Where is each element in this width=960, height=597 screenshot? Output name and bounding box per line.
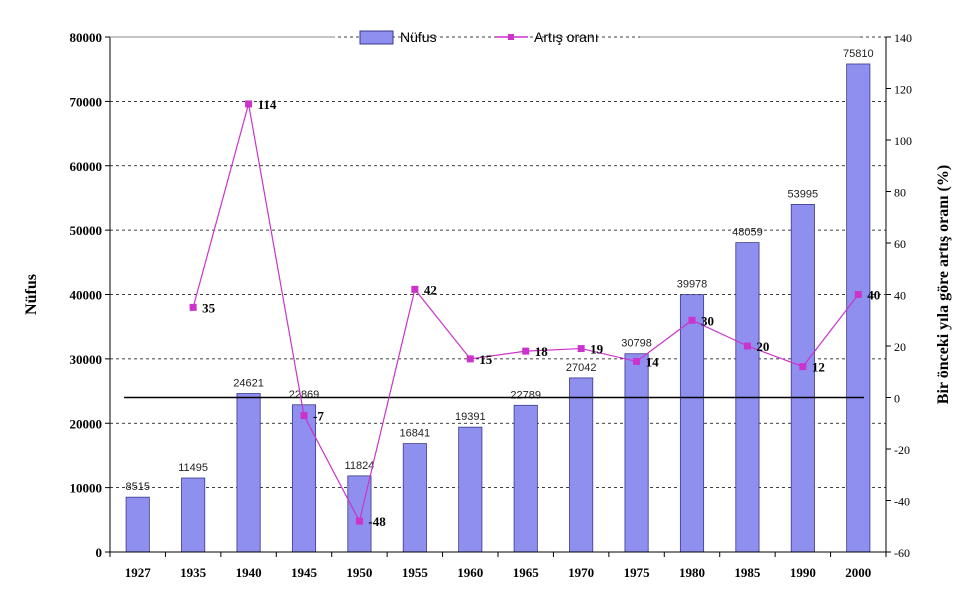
x-tick-label: 1965	[513, 565, 540, 580]
line-point-label: 114	[258, 97, 277, 112]
x-tick-label: 1975	[624, 565, 651, 580]
bar-value-label: 24621	[233, 378, 264, 390]
y2-tick-label: -20	[894, 443, 910, 457]
bar-value-label: 11495	[178, 462, 208, 474]
bar	[236, 393, 261, 553]
legend: Nüfus Artış oranı	[110, 29, 860, 45]
legend-line-marker	[508, 34, 514, 40]
x-tick-label: 1950	[346, 565, 372, 580]
x-tick-label: 1935	[180, 565, 207, 580]
y2-tick-label: 120	[894, 83, 912, 97]
line-point-label: 30	[701, 313, 714, 328]
line-point-label: 20	[756, 339, 769, 354]
y2-tick-label: 40	[894, 289, 906, 303]
line-point-label: 18	[535, 344, 549, 359]
y-tick-label: 0	[96, 545, 103, 560]
bar	[569, 377, 594, 553]
x-tick-label: 2000	[845, 565, 871, 580]
bar-value-label: 48059	[732, 227, 763, 239]
y-tick-label: 50000	[70, 223, 103, 238]
bar	[846, 63, 871, 553]
line-point	[799, 363, 807, 371]
x-tick-label: 1980	[679, 565, 705, 580]
line-point	[743, 342, 751, 350]
line-point	[854, 291, 862, 298]
line-point-label: 15	[479, 352, 493, 367]
line-point-label: 12	[812, 360, 825, 375]
bar-value-label: 8515	[125, 481, 149, 493]
bars: 8515 11495 24621 22869 11824 16841 19391 22789 2…	[125, 48, 874, 553]
bar	[125, 496, 150, 553]
legend-line-label: Artış oranı	[534, 29, 599, 45]
line-point	[300, 412, 308, 420]
line-point-label: -48	[368, 514, 386, 529]
bar-value-label: 22789	[510, 389, 541, 401]
legend-bar-label: Nüfus	[400, 29, 437, 45]
line-point	[245, 100, 253, 108]
y2-tick-label: 20	[894, 340, 906, 354]
legend-bar-swatch	[359, 30, 394, 45]
line-point-label: 19	[590, 342, 604, 357]
y-tick-label: 10000	[70, 481, 103, 496]
bar	[790, 204, 815, 553]
line-series: 35 114 -7 -48 42 15 18 19 14 30 20 12 40	[189, 97, 880, 529]
bar	[624, 353, 649, 553]
line-point	[633, 357, 641, 365]
y-axis-title: Nüfus	[23, 274, 40, 315]
line-point-label: -7	[313, 409, 324, 424]
y2-tick-label: 0	[894, 392, 900, 406]
line-point-label: 14	[646, 354, 660, 369]
bar-value-label: 39978	[677, 279, 708, 291]
bar	[458, 426, 483, 553]
line-point-label: 42	[424, 282, 437, 297]
y2-tick-label: 60	[894, 237, 906, 251]
bar-value-label: 19391	[455, 411, 486, 423]
bar-value-label: 16841	[400, 428, 431, 440]
x-tick-label: 1970	[568, 565, 594, 580]
bar	[513, 404, 538, 553]
bar	[679, 294, 705, 553]
line-point	[355, 517, 363, 525]
y-tick-label: 20000	[70, 416, 103, 431]
y2-tick-label: 100	[894, 134, 912, 148]
line-point	[189, 303, 197, 311]
y2-tick-label: -60	[894, 546, 910, 560]
bar-value-label: 30798	[621, 338, 652, 350]
x-tick-label: 1990	[790, 565, 816, 580]
y-tick-label: 40000	[70, 288, 103, 303]
bar-value-label: 53995	[788, 188, 819, 200]
y2-tick-label: 140	[894, 31, 912, 45]
y-tick-label: 60000	[70, 159, 103, 174]
x-tick-label: 1945	[291, 565, 318, 580]
x-tick-label: 1955	[402, 565, 429, 580]
line-point	[411, 285, 419, 293]
y2-tick-label: 80	[894, 186, 906, 200]
x-tick-label: 1940	[236, 565, 262, 580]
bar-value-label: 22869	[289, 389, 320, 401]
x-tick-label: 1927	[125, 565, 152, 580]
line-point	[522, 347, 530, 355]
bar-value-label: 11824	[345, 460, 375, 472]
line-point-label: 40	[867, 288, 880, 303]
y2-tick-label: -40	[894, 495, 910, 509]
line-point	[577, 345, 585, 353]
x-tick-label: 1960	[457, 565, 483, 580]
bar	[291, 404, 317, 553]
x-tick-label: 1985	[734, 565, 761, 580]
y-tick-label: 30000	[70, 352, 103, 367]
y2-axis-title: Bir önceki yıla göre artış oranı (%)	[935, 165, 952, 404]
y-tick-label: 70000	[70, 94, 103, 109]
axes: 0100002000030000400005000060000700008000…	[70, 30, 913, 580]
line-point	[466, 355, 474, 363]
bar-value-label: 75810	[843, 48, 874, 60]
y-tick-label: 80000	[70, 30, 103, 45]
line-point	[688, 316, 696, 324]
bar	[181, 477, 206, 553]
bar	[402, 443, 427, 553]
grid-lines	[110, 36, 886, 489]
bar-value-label: 27042	[566, 362, 597, 374]
line-point-label: 35	[202, 300, 216, 315]
